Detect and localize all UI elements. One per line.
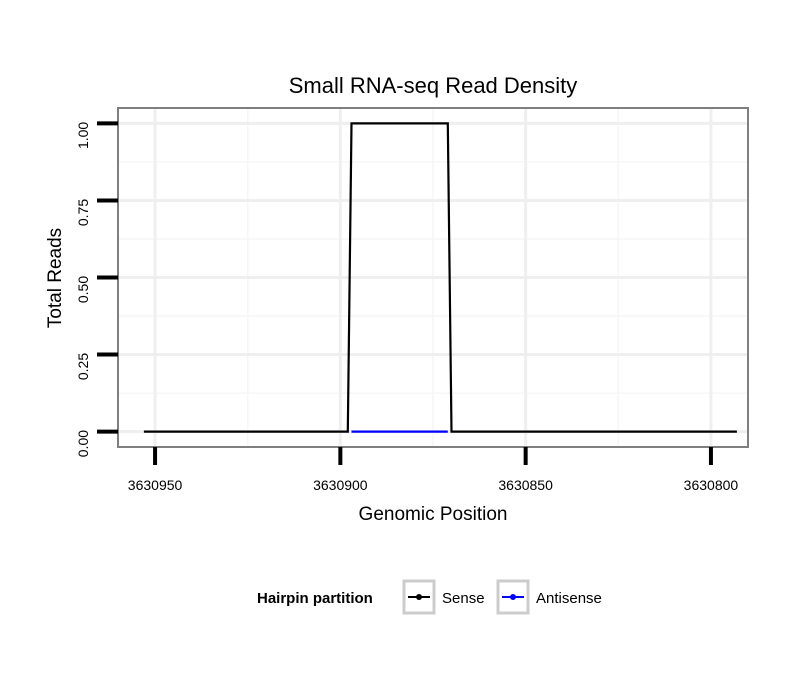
x-tick-label: 3630850 [498, 477, 553, 493]
y-tick-label: 1.00 [75, 122, 91, 149]
y-tick-label: 0.00 [75, 430, 91, 457]
series-lines [143, 122, 737, 433]
legend-item-sense: Sense [402, 579, 485, 615]
y-tick-label: 0.75 [75, 199, 91, 226]
x-tick-label: 3630950 [128, 477, 183, 493]
chart-title: Small RNA-seq Read Density [289, 73, 578, 98]
legend-point-sense [416, 594, 422, 600]
grid-lines [118, 108, 748, 447]
series-line-sense [143, 122, 737, 433]
x-tick-label: 3630800 [684, 477, 739, 493]
legend-title: Hairpin partition [257, 590, 373, 607]
legend-label-antisense: Antisense [536, 590, 602, 607]
y-tick-label: 0.50 [75, 276, 91, 303]
x-tick-label: 3630900 [313, 477, 368, 493]
axes: 3630950 3630900 3630850 3630800 0.00 0.25 0.50… [75, 121, 739, 493]
legend-label-sense: Sense [442, 590, 485, 607]
y-tick-label: 0.25 [75, 353, 91, 380]
x-axis-label: Genomic Position [359, 504, 508, 525]
legend: Hairpin partition Sense Antisense [257, 579, 602, 615]
legend-point-antisense [510, 594, 516, 600]
y-axis-label: Total Reads [45, 228, 66, 328]
legend-item-antisense: Antisense [496, 579, 602, 615]
